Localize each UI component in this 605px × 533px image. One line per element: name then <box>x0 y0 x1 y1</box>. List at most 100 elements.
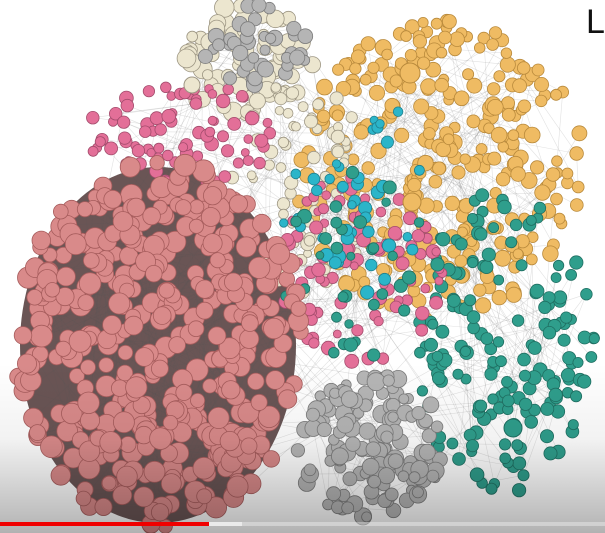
graph-node <box>560 368 576 383</box>
graph-edge <box>76 182 568 435</box>
graph-node <box>290 215 302 228</box>
graph-node <box>143 460 166 483</box>
graph-node <box>401 270 417 285</box>
graph-node <box>479 260 494 275</box>
graph-node <box>456 226 468 238</box>
graph-node <box>500 47 513 59</box>
graph-node <box>293 151 310 168</box>
graph-node <box>277 136 289 148</box>
graph-node <box>474 297 492 314</box>
graph-node <box>326 486 342 502</box>
graph-node <box>221 144 235 158</box>
graph-node <box>453 90 470 107</box>
graph-node <box>209 252 226 269</box>
graph-node <box>486 99 504 116</box>
graph-node <box>384 487 399 502</box>
hub-node <box>503 418 523 438</box>
graph-edge <box>524 106 550 185</box>
graph-node <box>359 73 372 86</box>
graph-node <box>404 49 418 62</box>
graph-node <box>393 278 408 293</box>
graph-node <box>77 391 100 415</box>
graph-node <box>418 443 436 461</box>
graph-edge <box>367 44 381 124</box>
graph-node <box>552 259 565 272</box>
graph-node <box>203 186 223 206</box>
graph-node <box>366 372 386 392</box>
graph-node <box>486 38 499 51</box>
graph-node <box>330 447 349 466</box>
graph-edge <box>343 88 530 181</box>
graph-node <box>266 9 285 29</box>
graph-node <box>332 63 345 76</box>
graph-node <box>387 225 403 241</box>
graph-node <box>512 78 527 94</box>
graph-node <box>247 71 263 87</box>
graph-node <box>569 146 584 161</box>
graph-node <box>104 141 118 156</box>
progress-played <box>0 522 209 526</box>
graph-node <box>345 436 361 452</box>
graph-node <box>207 406 230 429</box>
graph-node <box>412 34 427 49</box>
graph-node <box>569 198 584 212</box>
graph-node <box>512 248 524 260</box>
graph-node <box>580 288 593 301</box>
graph-node <box>226 475 249 498</box>
graph-node <box>186 30 199 43</box>
graph-node <box>474 227 488 241</box>
graph-edge <box>523 408 548 476</box>
graph-node <box>252 213 272 234</box>
graph-node <box>393 127 410 143</box>
graph-edge <box>243 70 506 445</box>
graph-node <box>162 149 174 162</box>
graph-node <box>345 111 358 124</box>
graph-node <box>510 166 526 182</box>
graph-node <box>112 211 134 232</box>
graph-node <box>227 117 242 131</box>
graph-node <box>297 101 309 112</box>
graph-node <box>218 170 232 183</box>
graph-node <box>493 274 505 286</box>
graph-node <box>142 85 155 98</box>
graph-node <box>465 439 479 453</box>
graph-node <box>387 250 398 261</box>
graph-node <box>330 216 343 229</box>
graph-node <box>256 294 272 310</box>
graph-node <box>162 415 179 431</box>
graph-node <box>523 126 541 144</box>
graph-node <box>421 428 437 444</box>
graph-node <box>431 247 441 257</box>
graph-node <box>380 430 394 444</box>
graph-node <box>282 108 294 119</box>
graph-edge <box>373 120 408 237</box>
graph-edge <box>458 211 483 459</box>
graph-node <box>550 272 562 284</box>
graph-node <box>534 184 551 201</box>
graph-edge <box>203 211 205 497</box>
graph-node <box>232 157 244 169</box>
graph-node <box>207 326 227 346</box>
graph-node <box>274 92 288 106</box>
graph-node <box>336 416 354 434</box>
graph-node <box>308 337 320 349</box>
graph-node <box>241 314 259 332</box>
video-progress-bar[interactable] <box>0 522 605 526</box>
graph-node <box>150 359 169 378</box>
graph-node <box>189 199 205 215</box>
graph-node <box>362 225 375 239</box>
graph-node <box>117 344 134 361</box>
graph-node <box>535 94 548 108</box>
graph-node <box>420 283 431 294</box>
graph-node <box>250 393 268 411</box>
graph-edge <box>344 145 467 206</box>
graph-edge <box>166 93 186 182</box>
graph-node <box>480 332 494 346</box>
graph-edge <box>390 74 503 259</box>
graph-node <box>214 0 235 18</box>
graph-node <box>425 61 442 78</box>
graph-node <box>161 109 177 124</box>
graph-node <box>120 98 135 113</box>
graph-node <box>332 329 342 339</box>
